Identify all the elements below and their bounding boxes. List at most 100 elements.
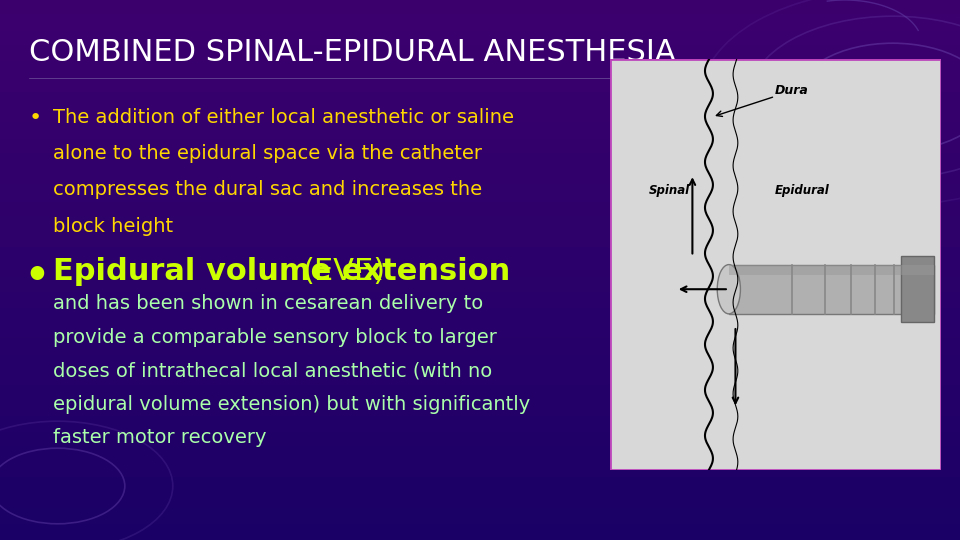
Bar: [0, 497, 960, 498]
Bar: [0, 444, 960, 447]
Ellipse shape: [717, 265, 740, 314]
Bar: [0, 268, 960, 270]
Text: faster motor recovery: faster motor recovery: [53, 428, 266, 447]
Bar: [0, 475, 960, 477]
Bar: [0, 103, 960, 104]
Bar: [0, 39, 960, 42]
Bar: [0, 293, 960, 295]
Bar: [0, 513, 960, 515]
Bar: [0, 312, 960, 313]
Bar: [0, 214, 960, 216]
Bar: [0, 531, 960, 533]
Bar: [0, 360, 960, 362]
Bar: [0, 112, 960, 113]
Bar: [0, 515, 960, 517]
Bar: [729, 265, 934, 275]
Bar: [0, 328, 960, 329]
Bar: [0, 223, 960, 225]
Bar: [0, 285, 960, 286]
Bar: [0, 461, 960, 463]
Bar: [0, 34, 960, 36]
Bar: [0, 400, 960, 401]
Bar: [0, 511, 960, 513]
Bar: [0, 265, 960, 266]
Bar: [0, 261, 960, 263]
Bar: [0, 347, 960, 349]
Bar: [0, 23, 960, 25]
Bar: [0, 346, 960, 347]
Bar: [0, 236, 960, 238]
Bar: [0, 468, 960, 470]
Bar: [0, 0, 960, 2]
Bar: [0, 83, 960, 85]
Bar: [0, 405, 960, 407]
Bar: [0, 200, 960, 201]
Bar: [0, 427, 960, 428]
Bar: [0, 99, 960, 101]
Bar: [0, 198, 960, 200]
Bar: [0, 398, 960, 400]
Bar: [0, 437, 960, 439]
Bar: [0, 38, 960, 39]
Bar: [0, 414, 960, 416]
Bar: [0, 29, 960, 31]
Bar: [0, 353, 960, 355]
Bar: [0, 520, 960, 522]
Bar: [0, 211, 960, 212]
Bar: [0, 126, 960, 128]
Bar: [0, 409, 960, 410]
Bar: [0, 535, 960, 536]
Bar: [0, 31, 960, 32]
Bar: [0, 97, 960, 99]
Bar: [0, 452, 960, 454]
Bar: [0, 362, 960, 363]
Bar: [0, 474, 960, 475]
Text: compresses the dural sac and increases the: compresses the dural sac and increases t…: [53, 180, 482, 199]
Bar: [0, 286, 960, 288]
Text: •: •: [29, 108, 42, 128]
Bar: [0, 371, 960, 373]
Bar: [0, 128, 960, 130]
Bar: [0, 306, 960, 308]
Bar: [0, 201, 960, 204]
Bar: [0, 297, 960, 299]
Bar: [0, 385, 960, 387]
Bar: [0, 447, 960, 448]
Bar: [0, 139, 960, 140]
Bar: [0, 36, 960, 38]
Bar: [0, 238, 960, 239]
Bar: [0, 218, 960, 220]
Bar: [0, 231, 960, 232]
Bar: [0, 383, 960, 385]
Bar: [0, 390, 960, 393]
Bar: [0, 313, 960, 315]
Bar: [0, 366, 960, 367]
Bar: [0, 344, 960, 346]
Bar: [0, 450, 960, 452]
Bar: [0, 155, 960, 157]
Bar: [0, 184, 960, 185]
Bar: [0, 319, 960, 320]
Bar: [0, 432, 960, 434]
Bar: [0, 158, 960, 160]
Bar: [0, 279, 960, 281]
Bar: [0, 502, 960, 504]
Bar: [0, 248, 960, 250]
Bar: [0, 174, 960, 177]
Bar: [0, 182, 960, 184]
Bar: [0, 454, 960, 455]
Bar: [0, 207, 960, 209]
Bar: [0, 508, 960, 509]
Bar: [0, 16, 960, 18]
Bar: [0, 525, 960, 528]
Bar: [0, 522, 960, 524]
Bar: [0, 277, 960, 279]
Bar: [0, 536, 960, 538]
Bar: [0, 448, 960, 450]
Bar: [0, 382, 960, 383]
Bar: [0, 482, 960, 484]
Bar: [0, 340, 960, 342]
Bar: [0, 481, 960, 482]
Bar: [0, 501, 960, 502]
Bar: [0, 58, 960, 59]
